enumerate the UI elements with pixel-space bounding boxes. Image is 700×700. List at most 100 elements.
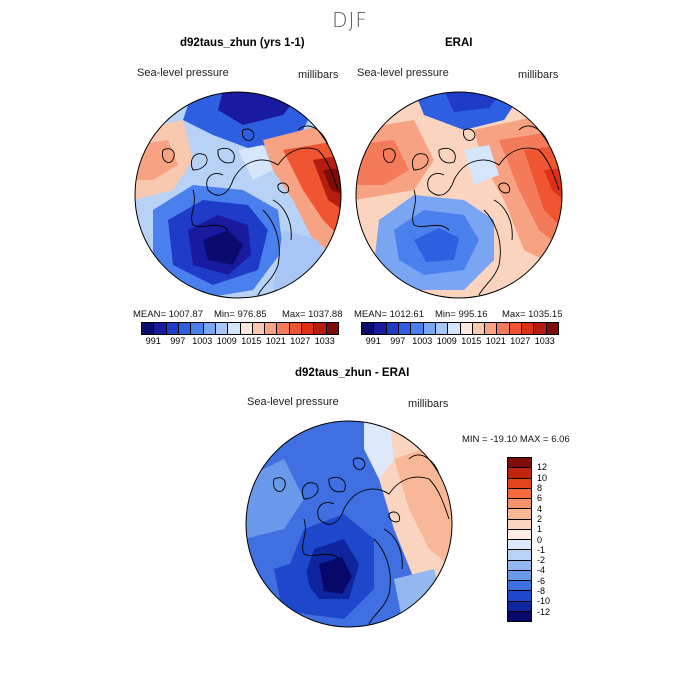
colorbar-tick-label: 6 <box>537 493 543 504</box>
season-title: DJF <box>332 8 368 32</box>
colorbar-tick-label: 1015 <box>461 336 482 346</box>
colorbar-tick-label: 1003 <box>192 336 213 346</box>
colorbar-swatch <box>534 323 547 334</box>
colorbar-tick-label: 1009 <box>216 336 237 346</box>
colorbar-swatch <box>423 323 436 334</box>
colorbar-swatch <box>508 570 531 581</box>
colorbar-swatch <box>362 323 375 334</box>
erai-variable-label: Sea-level pressure <box>357 67 449 79</box>
diff-units-label: millibars <box>408 398 449 410</box>
colorbar-swatch <box>508 611 531 621</box>
colorbar-swatch <box>435 323 449 334</box>
model-variable-label: Sea-level pressure <box>137 67 229 79</box>
colorbar-swatch <box>252 323 266 334</box>
colorbar-tick-label: 991 <box>145 336 161 346</box>
diff-minmax-label: MIN = -19.10 MAX = 6.06 <box>462 434 570 445</box>
colorbar-swatch <box>203 323 216 334</box>
model-mean-stat: MEAN= 1007.87 <box>133 309 203 320</box>
colorbar-tick-label: 1015 <box>241 336 262 346</box>
colorbar-swatch <box>448 323 461 334</box>
colorbar-swatch <box>522 323 535 334</box>
colorbar-swatch <box>289 323 303 334</box>
colorbar-swatch <box>546 323 558 334</box>
erai-slp-map <box>355 91 563 299</box>
colorbar-tick-label: 0 <box>537 534 543 545</box>
erai-mean-stat: MEAN= 1012.61 <box>354 309 424 320</box>
colorbar-swatch <box>508 550 531 561</box>
colorbar-swatch <box>240 323 253 334</box>
colorbar-swatch <box>508 540 531 551</box>
colorbar-tick-label: 1033 <box>314 336 335 346</box>
colorbar-swatch <box>374 323 387 334</box>
colorbar-tick-label: 1 <box>537 524 543 535</box>
colorbar-swatch <box>265 323 278 334</box>
colorbar-tick-label: 1009 <box>436 336 457 346</box>
erai-colorbar <box>361 322 559 335</box>
colorbar-swatch <box>508 519 531 530</box>
colorbar-swatch <box>154 323 167 334</box>
colorbar-swatch <box>277 323 290 334</box>
colorbar-swatch <box>215 323 229 334</box>
colorbar-swatch <box>508 468 531 479</box>
model-colorbar <box>141 322 339 335</box>
colorbar-swatch <box>508 458 531 469</box>
colorbar-swatch <box>411 323 424 334</box>
colorbar-tick-label: -10 <box>537 596 551 607</box>
colorbar-tick-label: 12 <box>537 462 548 473</box>
colorbar-swatch <box>509 323 523 334</box>
colorbar-tick-label: -8 <box>537 586 546 597</box>
colorbar-swatch <box>472 323 486 334</box>
colorbar-tick-label: 4 <box>537 503 543 514</box>
model-min-stat: Min= 976.85 <box>214 309 267 320</box>
colorbar-tick-label: 1033 <box>534 336 555 346</box>
erai-min-stat: Min= 995.16 <box>435 309 488 320</box>
colorbar-tick-label: 1027 <box>290 336 311 346</box>
diff-panel-title: d92taus_zhun - ERAI <box>295 367 410 379</box>
colorbar-swatch <box>326 323 338 334</box>
diff-colorbar-ticks: 12 10 8 6 4 2 1 0 -1 -2 -4 -6 -8 -10 -12 <box>537 457 577 620</box>
erai-panel-title: ERAI <box>445 37 473 49</box>
colorbar-swatch <box>398 323 412 334</box>
colorbar-swatch <box>142 323 155 334</box>
colorbar-tick-label: -4 <box>537 565 546 576</box>
colorbar-swatch <box>166 323 179 334</box>
erai-units-label: millibars <box>518 69 559 81</box>
model-max-stat: Max= 1037.88 <box>282 309 343 320</box>
model-colorbar-ticks: 991 997 1003 1009 1015 1021 1027 1033 <box>141 336 337 346</box>
colorbar-swatch <box>314 323 327 334</box>
model-panel-title: d92taus_zhun (yrs 1-1) <box>180 37 305 49</box>
colorbar-swatch <box>508 581 531 592</box>
model-units-label: millibars <box>298 69 339 81</box>
colorbar-swatch <box>508 478 531 489</box>
colorbar-swatch <box>485 323 498 334</box>
colorbar-tick-label: 997 <box>390 336 406 346</box>
colorbar-swatch <box>508 488 531 499</box>
colorbar-tick-label: 1021 <box>265 336 286 346</box>
colorbar-tick-label: -2 <box>537 555 546 566</box>
colorbar-swatch <box>228 323 241 334</box>
diff-slp-map <box>245 420 453 628</box>
diff-colorbar <box>507 457 532 622</box>
colorbar-tick-label: -6 <box>537 575 546 586</box>
colorbar-tick-label: 1003 <box>412 336 433 346</box>
colorbar-swatch <box>460 323 473 334</box>
diff-variable-label: Sea-level pressure <box>247 396 339 408</box>
colorbar-tick-label: -12 <box>537 606 551 617</box>
model-slp-map <box>134 91 342 299</box>
colorbar-tick-label: 1021 <box>485 336 506 346</box>
colorbar-swatch <box>508 601 531 612</box>
colorbar-tick-label: 997 <box>170 336 186 346</box>
colorbar-tick-label: 2 <box>537 513 543 524</box>
colorbar-swatch <box>191 323 204 334</box>
colorbar-swatch <box>178 323 192 334</box>
colorbar-swatch <box>497 323 510 334</box>
colorbar-tick-label: 8 <box>537 482 543 493</box>
colorbar-swatch <box>508 509 531 520</box>
erai-max-stat: Max= 1035.15 <box>502 309 563 320</box>
colorbar-swatch <box>508 560 531 571</box>
colorbar-swatch <box>508 591 531 602</box>
colorbar-tick-label: 10 <box>537 472 548 483</box>
colorbar-tick-label: 1027 <box>510 336 531 346</box>
colorbar-tick-label: 991 <box>365 336 381 346</box>
colorbar-tick-label: -1 <box>537 544 546 555</box>
